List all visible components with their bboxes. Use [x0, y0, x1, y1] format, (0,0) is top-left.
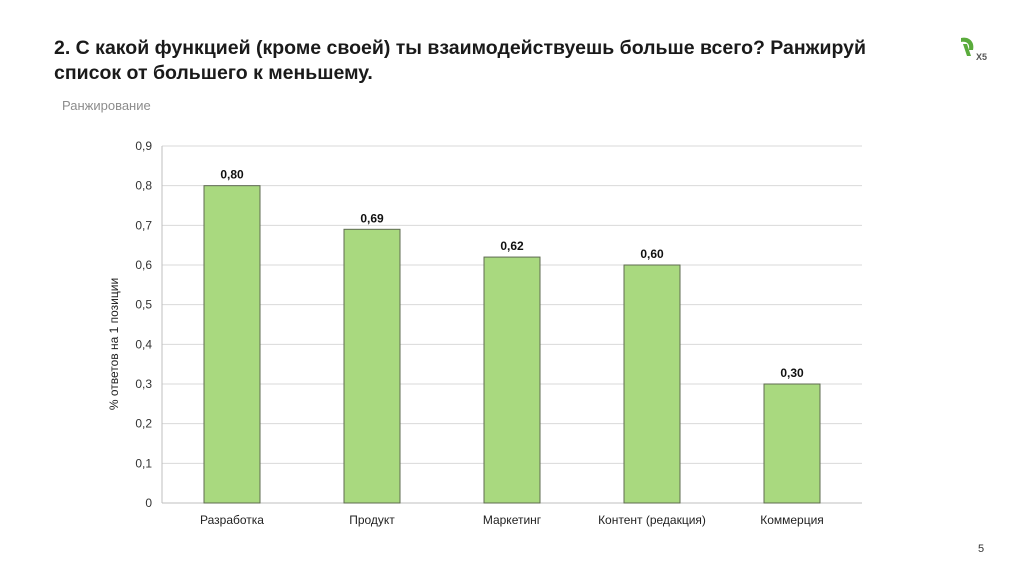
bar — [623, 264, 681, 504]
category-label: Продукт — [349, 513, 395, 527]
bars — [203, 185, 821, 504]
data-label: 0,60 — [640, 247, 664, 261]
y-tick-label: 0,6 — [135, 258, 152, 272]
y-tick-label: 0 — [145, 496, 152, 510]
y-tick-label: 0,1 — [135, 456, 152, 470]
chart-subtitle: Ранжирование — [62, 98, 151, 113]
page-number: 5 — [978, 543, 985, 555]
y-tick-label: 0,3 — [135, 377, 152, 391]
category-label: Контент (редакция) — [598, 513, 706, 527]
bar — [763, 383, 821, 504]
bar — [343, 228, 401, 504]
data-label: 0,62 — [500, 239, 524, 253]
bar — [203, 185, 261, 504]
slide-title: 2. С какой функцией (кроме своей) ты вза… — [54, 37, 866, 84]
category-label: Разработка — [200, 513, 264, 527]
y-tick-label: 0,4 — [135, 337, 152, 351]
y-tick-label: 0,7 — [135, 218, 152, 232]
y-tick-label: 0,8 — [135, 179, 152, 193]
bar — [483, 256, 541, 504]
value-labels: 0,80 0,69 0,62 0,60 0,30 — [220, 168, 804, 380]
logo-text: Х5 — [976, 52, 988, 62]
category-label: Маркетинг — [483, 513, 542, 527]
data-label: 0,80 — [220, 168, 244, 182]
data-label: 0,69 — [360, 211, 384, 225]
x5-logo-icon — [961, 37, 974, 56]
y-axis-title: % ответов на 1 позиции — [107, 278, 121, 410]
y-tick-label: 0,5 — [135, 298, 152, 312]
y-axis: 0 0,1 0,2 0,3 0,4 0,5 0,6 0,7 0,8 0,9 — [135, 139, 862, 510]
y-tick-label: 0,9 — [135, 139, 152, 153]
category-labels: Разработка Продукт Маркетинг Контент (редак… — [200, 513, 824, 527]
category-label: Коммерция — [760, 513, 824, 527]
data-label: 0,30 — [780, 366, 804, 380]
y-tick-label: 0,2 — [135, 417, 152, 431]
